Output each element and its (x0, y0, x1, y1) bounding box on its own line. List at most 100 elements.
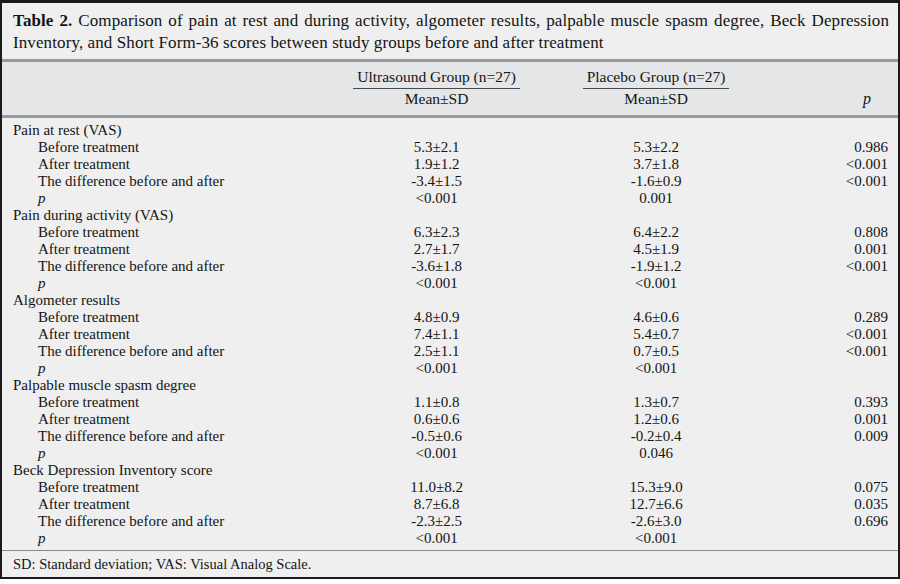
ultrasound-value: -0.5±0.6 (334, 428, 540, 445)
p-value: 0.035 (773, 496, 898, 513)
p-column-header: p (773, 89, 898, 117)
placebo-value: <0.001 (540, 360, 773, 377)
section-label: Algometer results (2, 292, 898, 309)
p-value (773, 275, 898, 292)
placebo-value: 0.046 (540, 445, 773, 462)
ultrasound-value: 4.8±0.9 (334, 309, 540, 326)
row-label: p (2, 530, 334, 547)
placebo-group-label: Placebo Group (n=27) (583, 68, 730, 89)
table-row: p<0.001<0.001 (2, 530, 898, 547)
table-row: The difference before and after-3.4±1.5-… (2, 173, 898, 190)
ultrasound-value: 2.5±1.1 (334, 343, 540, 360)
table-row: After treatment1.9±1.23.7±1.8<0.001 (2, 156, 898, 173)
p-value: <0.001 (773, 326, 898, 343)
table-row: p<0.0010.046 (2, 445, 898, 462)
row-label: After treatment (2, 411, 334, 428)
ultrasound-value: 5.3±2.1 (334, 139, 540, 156)
ultrasound-value: 0.6±0.6 (334, 411, 540, 428)
row-label: After treatment (2, 326, 334, 343)
p-value: 0.009 (773, 428, 898, 445)
placebo-value: 15.3±9.0 (540, 479, 773, 496)
table-row: Before treatment5.3±2.15.3±2.20.986 (2, 139, 898, 156)
row-label: The difference before and after (2, 173, 334, 190)
p-value: 0.075 (773, 479, 898, 496)
p-value: 0.986 (773, 139, 898, 156)
section-header-row: Pain at rest (VAS) (2, 117, 898, 140)
empty-header-cell (773, 61, 898, 90)
empty-header-cell (2, 89, 334, 117)
ultrasound-value: <0.001 (334, 445, 540, 462)
table-row: Before treatment6.3±2.36.4±2.20.808 (2, 224, 898, 241)
placebo-value: 4.5±1.9 (540, 241, 773, 258)
placebo-value: 4.6±0.6 (540, 309, 773, 326)
ultrasound-value: -2.3±2.5 (334, 513, 540, 530)
row-label: p (2, 360, 334, 377)
section-label: Palpable muscle spasm degree (2, 377, 898, 394)
ultrasound-value: 1.1±0.8 (334, 394, 540, 411)
empty-header-cell (2, 61, 334, 90)
placebo-value: 1.2±0.6 (540, 411, 773, 428)
p-value: 0.001 (773, 411, 898, 428)
p-value (773, 360, 898, 377)
placebo-value: 0.001 (540, 190, 773, 207)
ultrasound-value: 2.7±1.7 (334, 241, 540, 258)
ultrasound-value: <0.001 (334, 275, 540, 292)
p-value: <0.001 (773, 173, 898, 190)
section-label: Pain during activity (VAS) (2, 207, 898, 224)
placebo-mean-sd-header: Mean±SD (540, 89, 773, 117)
ultrasound-value: <0.001 (334, 530, 540, 547)
comparison-table: Ultrasound Group (n=27) Placebo Group (n… (2, 59, 898, 547)
row-label: After treatment (2, 496, 334, 513)
placebo-value: 5.4±0.7 (540, 326, 773, 343)
placebo-value: 3.7±1.8 (540, 156, 773, 173)
placebo-value: -1.6±0.9 (540, 173, 773, 190)
table-row: The difference before and after2.5±1.10.… (2, 343, 898, 360)
row-label: The difference before and after (2, 343, 334, 360)
placebo-value: -2.6±3.0 (540, 513, 773, 530)
placebo-value: 6.4±2.2 (540, 224, 773, 241)
p-value: 0.393 (773, 394, 898, 411)
table-row: After treatment2.7±1.74.5±1.90.001 (2, 241, 898, 258)
p-value: 0.696 (773, 513, 898, 530)
ultrasound-value: 8.7±6.8 (334, 496, 540, 513)
row-label: Before treatment (2, 394, 334, 411)
table-footnote: SD: Standard deviation; VAS: Visual Anal… (2, 550, 898, 579)
row-label: Before treatment (2, 139, 334, 156)
placebo-value: <0.001 (540, 530, 773, 547)
table-row: The difference before and after-3.6±1.8-… (2, 258, 898, 275)
table-row: After treatment8.7±6.812.7±6.60.035 (2, 496, 898, 513)
table-row: Before treatment11.0±8.215.3±9.00.075 (2, 479, 898, 496)
p-value (773, 530, 898, 547)
p-value: <0.001 (773, 156, 898, 173)
placebo-value: 5.3±2.2 (540, 139, 773, 156)
table-header: Ultrasound Group (n=27) Placebo Group (n… (2, 61, 898, 117)
p-value (773, 445, 898, 462)
p-value: 0.808 (773, 224, 898, 241)
placebo-value: 1.3±0.7 (540, 394, 773, 411)
p-value (773, 190, 898, 207)
ultrasound-value: 1.9±1.2 (334, 156, 540, 173)
row-label: The difference before and after (2, 258, 334, 275)
ultrasound-value: -3.4±1.5 (334, 173, 540, 190)
table-row: After treatment7.4±1.15.4±0.7<0.001 (2, 326, 898, 343)
table-body: Pain at rest (VAS)Before treatment5.3±2.… (2, 117, 898, 548)
row-label: Before treatment (2, 309, 334, 326)
p-value: <0.001 (773, 343, 898, 360)
table-row: p<0.001<0.001 (2, 275, 898, 292)
placebo-value: -0.2±0.4 (540, 428, 773, 445)
placebo-value: -1.9±1.2 (540, 258, 773, 275)
section-header-row: Pain during activity (VAS) (2, 207, 898, 224)
table-row: Before treatment4.8±0.94.6±0.60.289 (2, 309, 898, 326)
ultrasound-mean-sd-header: Mean±SD (334, 89, 540, 117)
table-title: Table 2. Comparison of pain at rest and … (2, 3, 898, 53)
section-header-row: Beck Depression Inventory score (2, 462, 898, 479)
ultrasound-value: <0.001 (334, 190, 540, 207)
placebo-group-header: Placebo Group (n=27) (540, 61, 773, 90)
placebo-value: <0.001 (540, 275, 773, 292)
row-label: p (2, 445, 334, 462)
placebo-value: 12.7±6.6 (540, 496, 773, 513)
table-row: The difference before and after-2.3±2.5-… (2, 513, 898, 530)
row-label: The difference before and after (2, 513, 334, 530)
ultrasound-value: <0.001 (334, 360, 540, 377)
p-value: <0.001 (773, 258, 898, 275)
